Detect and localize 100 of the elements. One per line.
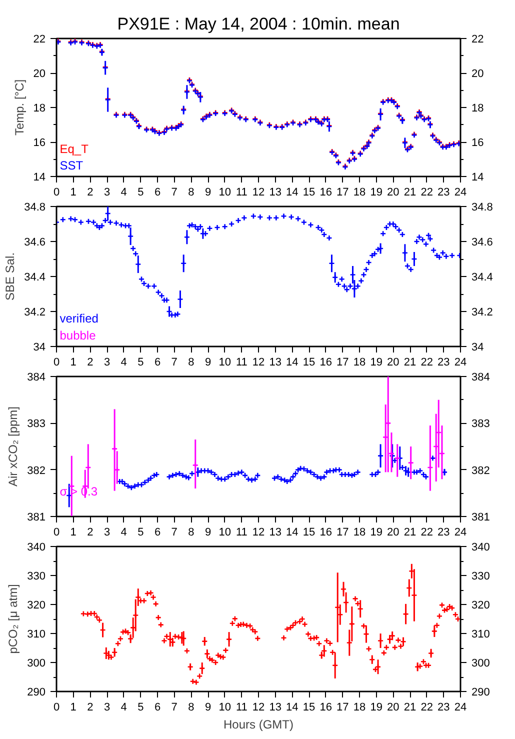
text: Eq_T xyxy=(60,142,90,156)
x-tick-label: 23 xyxy=(438,186,450,198)
x-tick-label: 10 xyxy=(218,186,231,198)
y-axis-title: SBE Sal. xyxy=(3,252,18,301)
y2-tick-label: 34 xyxy=(472,342,484,354)
x-tick-label: 16 xyxy=(320,186,332,198)
text: SST xyxy=(60,158,84,172)
x-tick-label: 5 xyxy=(138,186,144,198)
x-tick-label: 12 xyxy=(252,526,265,538)
x-tick-label: 13 xyxy=(269,186,282,198)
x-tick-label: 2 xyxy=(87,702,94,714)
x-tick-label: 19 xyxy=(370,356,382,368)
y2-tick-label: 16 xyxy=(472,137,484,149)
y2-tick-label: 22 xyxy=(472,34,484,46)
y2-tick-label: 384 xyxy=(472,372,490,384)
x-tick-label: 16 xyxy=(320,702,332,714)
x-tick-label: 10 xyxy=(218,526,231,538)
x-tick-label: 0 xyxy=(53,186,60,198)
x-tick-label: 15 xyxy=(302,526,316,538)
y-tick-label: 34.2 xyxy=(24,306,46,318)
x-tick-label: 14 xyxy=(286,356,298,368)
x-tick-label: 23 xyxy=(438,526,450,538)
y2-tick-label: 34.2 xyxy=(472,306,493,318)
y2-tick-label: 382 xyxy=(472,464,490,477)
y-tick-label: 34.4 xyxy=(24,272,46,284)
y2-tick-label: 300 xyxy=(472,658,490,670)
y2-tick-label: 14 xyxy=(472,172,484,184)
x-tick-label: 20 xyxy=(387,356,400,368)
y-tick-label: 16 xyxy=(33,137,46,149)
y-axis-title: Air xCO₂ [ppm] xyxy=(6,406,20,486)
x-tick-label: 4 xyxy=(120,702,127,714)
y2-tick-label: 340 xyxy=(472,542,490,554)
x-tick-label: 13 xyxy=(269,356,282,368)
x-tick-label: 11 xyxy=(236,702,248,714)
x-tick-label: 14 xyxy=(286,702,298,714)
x-tick-label: 13 xyxy=(269,526,282,538)
point xyxy=(427,464,434,471)
y-tick-label: 384 xyxy=(27,372,46,384)
y-tick-label: 300 xyxy=(27,658,46,670)
x-tick-label: 14 xyxy=(286,186,298,198)
y2-tick-label: 18 xyxy=(472,102,484,114)
x-tick-label: 16 xyxy=(320,356,332,368)
x-tick-label: 8 xyxy=(188,702,194,714)
x-tick-label: 9 xyxy=(204,526,212,538)
x-tick-label: 22 xyxy=(420,526,433,538)
x-tick-label: 4 xyxy=(120,186,127,198)
y-axis-title: pCO₂ [μ atm] xyxy=(6,584,20,654)
x-tick-label: 4 xyxy=(120,526,127,538)
x-tick-label: 3 xyxy=(104,526,110,538)
y-tick-label: 382 xyxy=(27,464,46,477)
x-tick-label: 18 xyxy=(353,526,366,538)
x-tick-label: 7 xyxy=(171,702,178,714)
x-tick-label: 20 xyxy=(387,702,400,714)
y2-tick-label: 34.6 xyxy=(472,236,493,248)
x-tick-label: 18 xyxy=(353,356,366,368)
x-tick-label: 17 xyxy=(336,702,349,714)
x-tick-label: 0 xyxy=(53,702,60,714)
x-tick-label: 6 xyxy=(154,526,161,538)
point xyxy=(394,455,401,462)
x-tick-label: 21 xyxy=(404,186,416,198)
x-axis-title: Hours (GMT) xyxy=(224,718,294,732)
x-tick-label: 5 xyxy=(138,526,144,538)
y2-tick-label: 310 xyxy=(472,628,490,640)
x-tick-label: 3 xyxy=(104,702,110,714)
y-tick-label: 14 xyxy=(33,172,46,184)
y-tick-label: 34.6 xyxy=(24,236,46,248)
y-tick-label: 22 xyxy=(33,34,46,46)
x-tick-label: 24 xyxy=(454,356,467,368)
x-tick-label: 11 xyxy=(236,186,248,198)
x-tick-label: 8 xyxy=(188,186,194,198)
x-tick-label: 19 xyxy=(370,702,382,714)
x-tick-label: 0 xyxy=(53,526,60,538)
y-axis-title: Temp. [°C] xyxy=(12,79,26,136)
x-tick-label: 10 xyxy=(218,702,231,714)
point xyxy=(408,460,414,466)
x-tick-label: 18 xyxy=(353,186,366,198)
x-tick-label: 13 xyxy=(269,702,282,714)
y-tick-label: 20 xyxy=(33,68,46,80)
x-tick-label: 15 xyxy=(302,186,316,198)
x-tick-label: 16 xyxy=(320,526,332,538)
x-tick-label: 24 xyxy=(454,526,467,538)
x-tick-label: 22 xyxy=(420,702,433,714)
x-tick-label: 24 xyxy=(454,702,467,714)
x-tick-label: 12 xyxy=(252,702,265,714)
x-tick-label: 12 xyxy=(252,356,265,368)
y2-tick-label: 381 xyxy=(472,512,490,524)
y-tick-label: 330 xyxy=(27,570,46,582)
x-tick-label: 24 xyxy=(454,186,467,198)
x-tick-label: 2 xyxy=(87,356,94,368)
y-tick-label: 383 xyxy=(27,418,46,430)
x-tick-label: 17 xyxy=(336,356,349,368)
x-tick-label: 20 xyxy=(387,186,400,198)
y-tick-label: 34 xyxy=(33,342,46,354)
x-tick-label: 9 xyxy=(204,702,212,714)
point xyxy=(438,450,446,457)
x-tick-label: 17 xyxy=(336,186,349,198)
x-tick-label: 1 xyxy=(70,186,76,198)
x-tick-label: 1 xyxy=(70,702,76,714)
y2-tick-label: 330 xyxy=(472,570,490,582)
y2-tick-label: 20 xyxy=(472,68,484,80)
